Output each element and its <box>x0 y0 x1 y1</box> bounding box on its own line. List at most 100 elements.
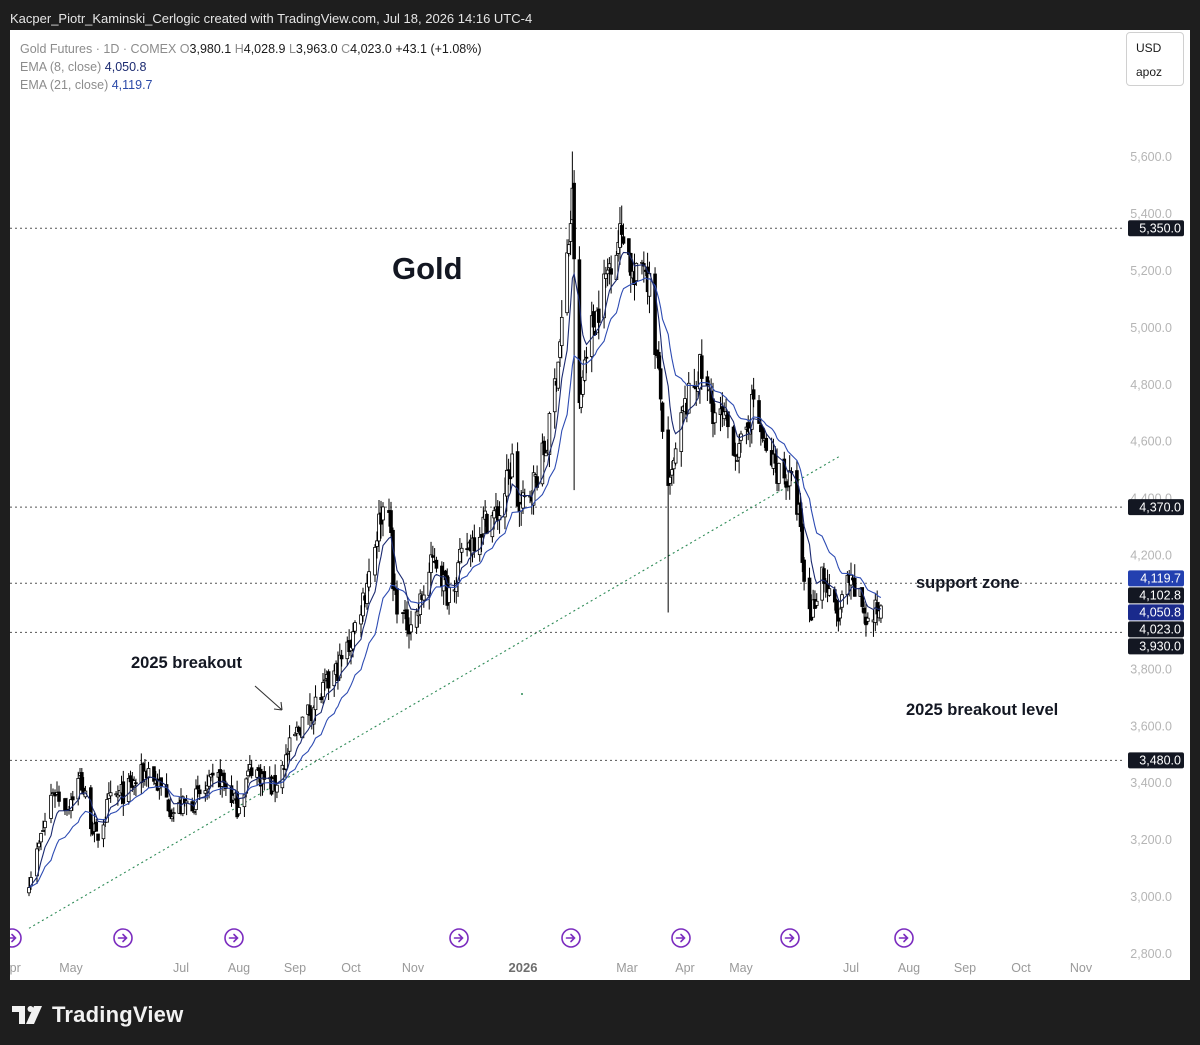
candle[interactable] <box>686 372 691 414</box>
candle[interactable] <box>572 170 576 491</box>
candle[interactable] <box>96 833 100 848</box>
candle[interactable] <box>409 610 413 641</box>
candle[interactable] <box>814 593 819 608</box>
candle[interactable] <box>39 832 43 851</box>
ema8-line[interactable] <box>28 251 882 888</box>
candle[interactable] <box>605 258 610 287</box>
candle[interactable] <box>591 304 596 335</box>
candle[interactable] <box>459 542 464 564</box>
candle[interactable] <box>211 763 215 788</box>
candle[interactable] <box>521 480 525 515</box>
event-marker-icon[interactable] <box>671 928 691 948</box>
price-label[interactable]: 4,050.8 <box>1128 604 1184 621</box>
candle[interactable] <box>802 557 806 591</box>
candle[interactable] <box>101 818 106 848</box>
candle[interactable] <box>495 500 500 530</box>
candle[interactable] <box>401 611 405 624</box>
candle[interactable] <box>879 604 883 623</box>
candle[interactable] <box>249 759 254 779</box>
annotation-label[interactable]: support zone <box>916 574 1020 592</box>
event-marker-icon[interactable] <box>561 928 581 948</box>
price-chart[interactable]: 2,800.0 3,000.0 3,200.0 3,400.0 3,600.0 3,800… <box>10 30 1190 980</box>
candle[interactable] <box>94 818 99 832</box>
candle[interactable] <box>146 761 151 788</box>
candle[interactable] <box>713 403 717 435</box>
candle[interactable] <box>365 573 369 610</box>
candle[interactable] <box>43 812 47 836</box>
candle[interactable] <box>838 606 842 626</box>
candle[interactable] <box>405 601 409 637</box>
candle[interactable] <box>275 784 279 799</box>
candle[interactable] <box>242 794 247 817</box>
candle[interactable] <box>229 775 234 807</box>
candle[interactable] <box>497 501 502 534</box>
candle[interactable] <box>777 462 781 492</box>
candle[interactable] <box>849 562 853 600</box>
candle[interactable] <box>332 664 336 697</box>
candle[interactable] <box>822 562 826 593</box>
candle[interactable] <box>666 416 670 613</box>
candle[interactable] <box>800 508 805 573</box>
candle[interactable] <box>679 406 684 467</box>
candle[interactable] <box>653 267 657 369</box>
candle[interactable] <box>750 384 754 444</box>
candle[interactable] <box>287 725 292 761</box>
candle[interactable] <box>347 629 351 656</box>
candle[interactable] <box>300 716 305 739</box>
event-marker-icon[interactable] <box>894 928 914 948</box>
annotation-label[interactable]: 2025 breakout <box>131 654 242 672</box>
candle[interactable] <box>381 502 385 537</box>
candle[interactable] <box>237 798 241 816</box>
candle[interactable] <box>57 785 61 807</box>
candle[interactable] <box>126 773 131 805</box>
candle[interactable] <box>559 300 564 359</box>
candle[interactable] <box>866 612 870 625</box>
candle[interactable] <box>339 649 344 667</box>
candle[interactable] <box>361 587 365 622</box>
breakout-arrow[interactable] <box>254 685 283 711</box>
ema21-row[interactable]: EMA (21, close) 4,119.7 <box>20 76 482 94</box>
candle[interactable] <box>41 820 45 833</box>
candle[interactable] <box>49 783 53 824</box>
price-label[interactable]: 4,370.0 <box>1128 499 1184 516</box>
price-label[interactable]: 4,102.8 <box>1128 587 1184 604</box>
candle[interactable] <box>280 761 285 794</box>
candle[interactable] <box>373 544 377 582</box>
candle[interactable] <box>658 355 663 411</box>
ema8-row[interactable]: EMA (8, close) 4,050.8 <box>20 58 482 76</box>
candle[interactable] <box>556 361 561 392</box>
candle[interactable] <box>700 339 704 390</box>
candle[interactable] <box>596 290 601 340</box>
candle[interactable] <box>751 377 756 408</box>
event-marker-icon[interactable] <box>113 928 133 948</box>
candle[interactable] <box>121 770 126 816</box>
candle[interactable] <box>764 432 769 453</box>
price-label[interactable]: 3,930.0 <box>1128 638 1184 655</box>
candle[interactable] <box>434 556 439 573</box>
candle[interactable] <box>63 797 67 816</box>
candle[interactable] <box>640 259 644 275</box>
candle[interactable] <box>627 238 631 273</box>
candle[interactable] <box>313 685 318 721</box>
chart-panel[interactable]: 2,800.0 3,000.0 3,200.0 3,400.0 3,600.0 3,800… <box>10 30 1190 980</box>
candle[interactable] <box>582 350 587 383</box>
ema21-line[interactable] <box>28 277 882 889</box>
candle[interactable] <box>171 807 176 822</box>
candle[interactable] <box>107 782 111 799</box>
event-marker-icon[interactable] <box>224 928 244 948</box>
candle[interactable] <box>660 401 665 439</box>
candle[interactable] <box>782 451 787 485</box>
candle[interactable] <box>731 425 736 457</box>
candle[interactable] <box>359 605 363 638</box>
candle[interactable] <box>375 531 379 559</box>
candle[interactable] <box>296 725 301 733</box>
candle[interactable] <box>813 590 817 609</box>
candle[interactable] <box>367 558 371 592</box>
candle[interactable] <box>807 567 812 623</box>
trendline-handle[interactable] <box>521 693 523 695</box>
price-label[interactable]: 3,480.0 <box>1128 752 1184 769</box>
candle[interactable] <box>326 669 331 700</box>
candle[interactable] <box>108 780 113 803</box>
candle[interactable] <box>203 781 208 802</box>
candle[interactable] <box>515 442 520 507</box>
